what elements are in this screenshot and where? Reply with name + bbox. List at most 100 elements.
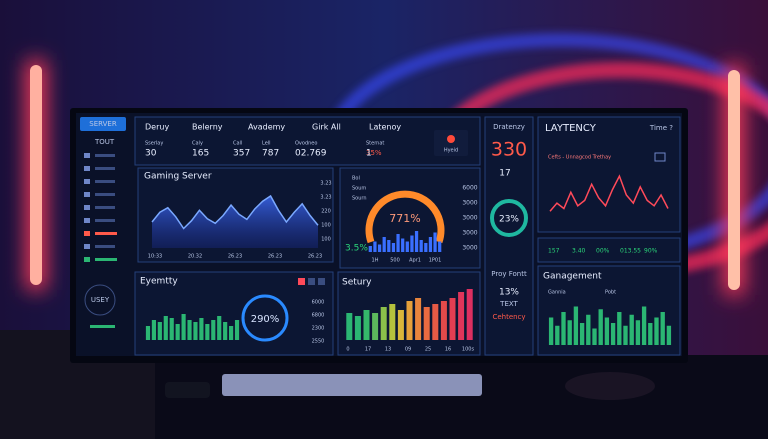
bar: [648, 323, 653, 345]
bar: [567, 320, 572, 345]
bar: [415, 298, 422, 340]
bar: [223, 322, 228, 340]
stat: 3.40: [572, 248, 586, 255]
server-button[interactable]: [80, 117, 126, 131]
neon-tube: [30, 65, 42, 285]
bar: [666, 325, 672, 345]
x-tick-label: 100s: [462, 347, 475, 353]
bar: [449, 298, 456, 340]
tick-label: 3000: [462, 215, 477, 222]
panel-title: Gaming Server: [144, 172, 212, 182]
legend-item: Pobt: [605, 290, 616, 296]
bar: [440, 301, 447, 340]
label: Proy Fontt: [491, 270, 527, 278]
metric-value: 02.769: [295, 149, 327, 159]
time-button[interactable]: Time ?: [649, 124, 673, 132]
x-tick-label: 26.23: [308, 254, 322, 260]
avatar: [84, 284, 116, 316]
stat: 90%: [644, 248, 658, 255]
bar: [397, 310, 404, 340]
line: [151, 194, 319, 230]
button-label: Hyeid: [444, 148, 458, 154]
server-label: SERVER: [89, 120, 117, 128]
text: TEXT: [499, 300, 518, 308]
x-tick-label: 16: [445, 347, 451, 353]
bar: [377, 244, 382, 252]
x-tick-label: 1P01: [429, 258, 442, 264]
bar: [660, 312, 665, 345]
sidebar-heading: TOUT: [94, 138, 115, 146]
bar: [466, 289, 473, 340]
panel-title: LAYTENCY: [545, 123, 597, 134]
bar: [433, 232, 437, 252]
ring-gauge: [490, 199, 528, 237]
bar: [175, 324, 180, 340]
bar: [163, 316, 168, 340]
bar: [157, 322, 162, 340]
tick-label: 3000: [462, 230, 477, 237]
latency-panel: [537, 116, 681, 233]
bar: [654, 317, 659, 345]
bar: [555, 325, 560, 345]
metric-value: 165: [192, 149, 209, 159]
bar: [145, 326, 151, 340]
tick-label: 2550: [312, 339, 325, 345]
bar: [396, 234, 400, 252]
tab: Girk All: [312, 123, 341, 132]
bar: [368, 246, 372, 252]
bar: [211, 320, 216, 340]
header-percent: 35%: [366, 149, 382, 157]
bar: [373, 241, 377, 252]
gauge-percent: 3.5%: [345, 244, 368, 254]
tab: Deruy: [145, 123, 169, 132]
bar: [346, 313, 353, 340]
metric-value: 357: [233, 149, 250, 159]
bar: [586, 314, 591, 345]
status-dot: [447, 135, 455, 143]
icon[interactable]: [308, 278, 315, 285]
metric-value: 1: [366, 149, 372, 159]
bar: [617, 312, 622, 345]
tab: Avademy: [248, 123, 285, 132]
bar: [414, 231, 419, 252]
bar: [387, 240, 391, 252]
footer: Cehtency: [492, 313, 525, 321]
x-tick-label: 500: [390, 258, 400, 264]
bar: [151, 320, 156, 340]
metric-label: Ovodneo: [295, 141, 317, 147]
stat: 013.55: [620, 248, 641, 255]
bar: [579, 323, 585, 345]
x-tick-label: 25: [425, 347, 431, 353]
y-tick-label: 220: [321, 209, 331, 215]
tick-label: 6000: [312, 300, 325, 306]
bar: [401, 238, 405, 252]
bar: [424, 243, 428, 252]
legend-item: Gannia: [548, 290, 566, 296]
tick-label: 3000: [462, 200, 477, 207]
bar: [229, 326, 234, 340]
bar: [372, 313, 379, 340]
tab: Latenoy: [369, 123, 401, 132]
bar: [438, 241, 442, 252]
x-tick-label: 17: [365, 347, 371, 353]
bar: [406, 301, 413, 340]
metric-label: Sternat: [366, 141, 384, 147]
icon[interactable]: [298, 278, 305, 285]
x-tick-label: 13: [385, 347, 391, 353]
x-tick-label: Apr1: [409, 258, 421, 264]
tab: Belerny: [192, 123, 223, 132]
bar: [573, 306, 579, 345]
keyboard: [222, 374, 482, 396]
y-tick-label: 3.23: [320, 195, 331, 201]
panel-title: Ganagement: [543, 272, 602, 282]
device: [165, 382, 210, 398]
panel-title: Eyemtty: [140, 277, 178, 287]
header-panel: [134, 116, 481, 166]
bar: [405, 241, 409, 252]
bar: [604, 317, 610, 345]
legend: Cefts - Unnagcod Trethay: [548, 155, 611, 161]
metric-label: Call: [233, 141, 242, 147]
icon[interactable]: [654, 152, 666, 162]
icon[interactable]: [318, 278, 325, 285]
bar: [389, 304, 396, 340]
